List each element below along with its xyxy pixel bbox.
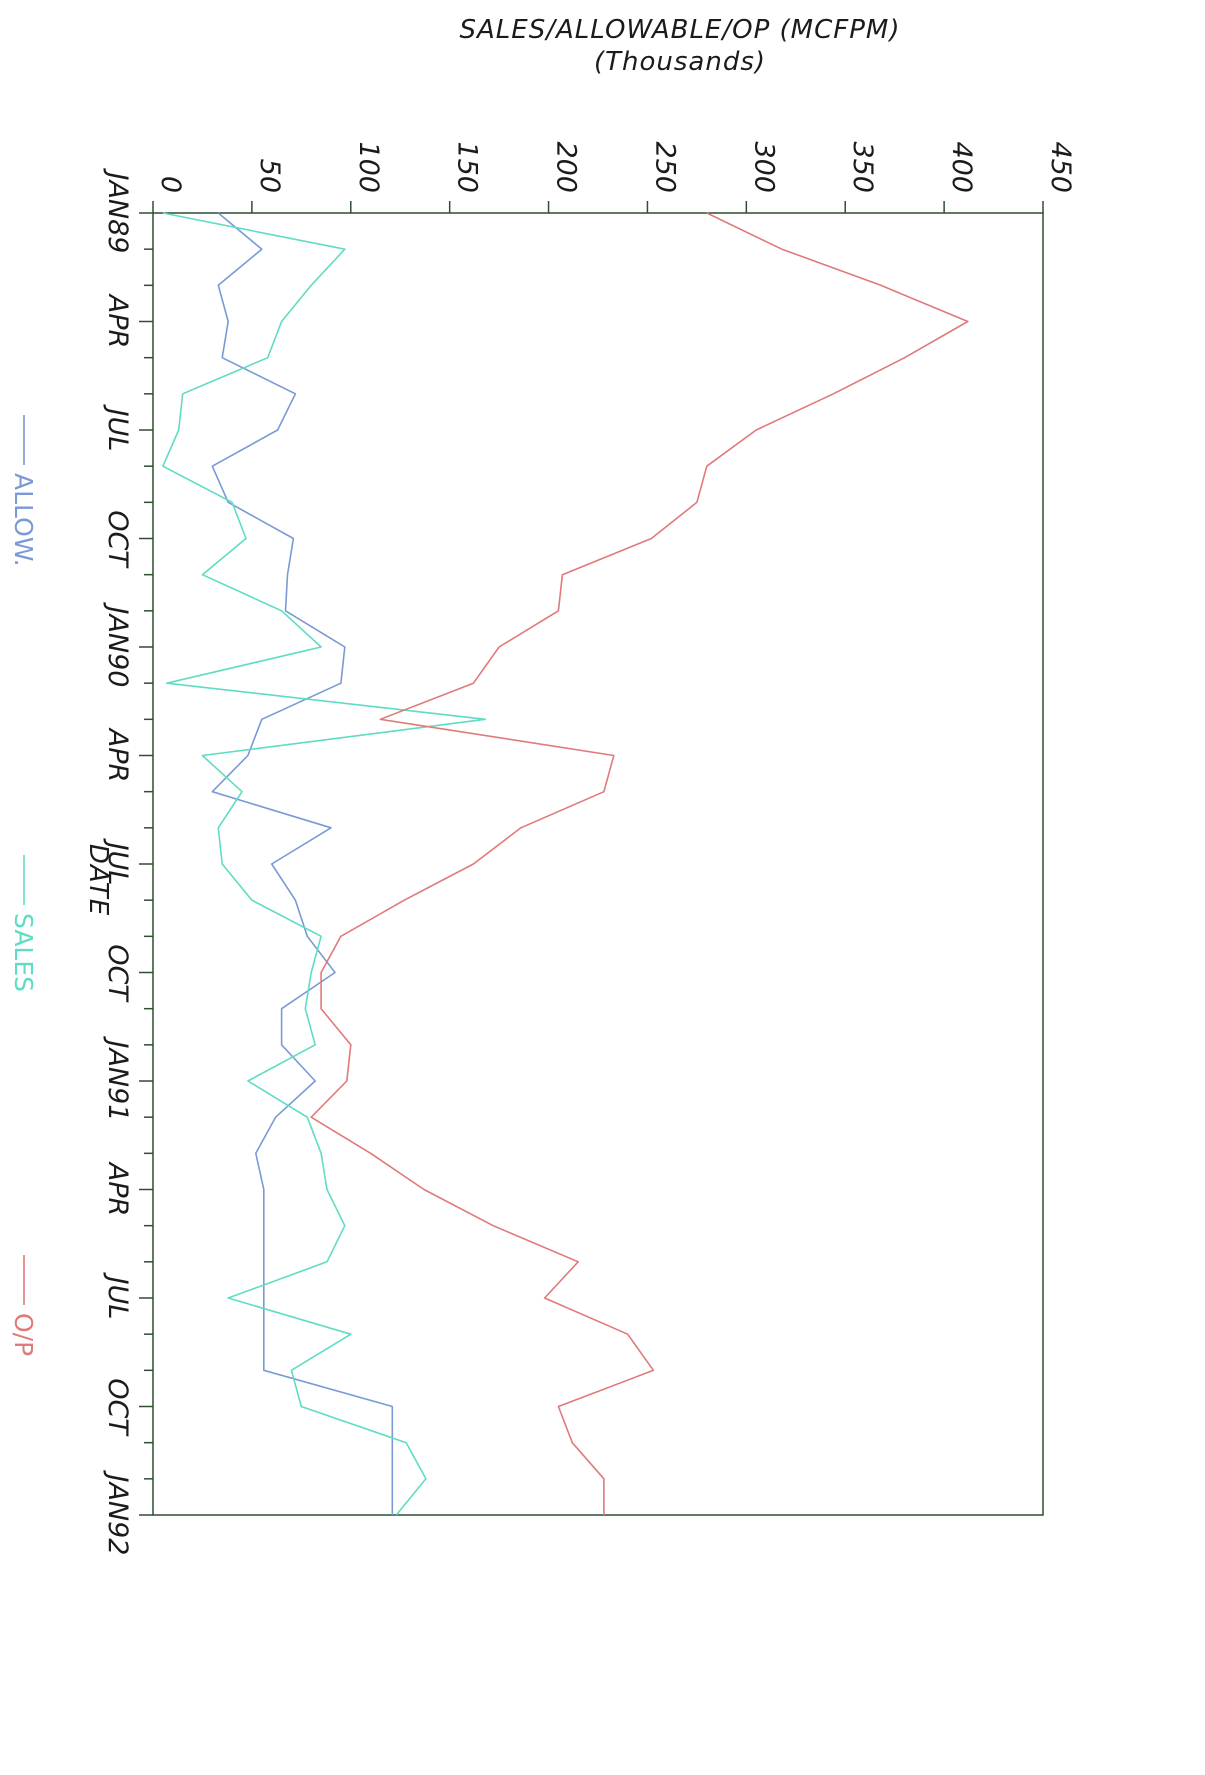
y-tick-label: 350	[847, 141, 878, 193]
legend-label: O/P	[9, 1313, 38, 1356]
series-line-o-p	[310, 212, 969, 1515]
legend: ALLOW. SALES O/P	[9, 415, 38, 1356]
y-tick-label: 0	[155, 176, 186, 193]
y-axis-title: SALES/ALLOWABLE/OP (MCFPM)	[460, 15, 901, 45]
x-tick-label: JAN92	[102, 1470, 133, 1556]
x-tick-label: OCT	[102, 1378, 133, 1437]
legend-label: ALLOW.	[9, 473, 38, 567]
legend-label: SALES	[9, 913, 38, 992]
x-tick-label: JUL	[102, 838, 133, 886]
x-tick-label: OCT	[102, 944, 133, 1003]
x-tick-label: JUL	[102, 404, 133, 452]
x-tick-label: APR	[102, 1161, 133, 1217]
y-tick-label: 400	[946, 141, 977, 193]
y-axis-subtitle: (Thousands)	[594, 47, 766, 77]
plot-frame	[152, 212, 1044, 1516]
y-tick-label: 250	[649, 141, 680, 193]
x-axis-title: DATE	[83, 844, 113, 916]
x-tick-label: JAN90	[102, 602, 133, 688]
x-tick-label: JAN91	[102, 1036, 133, 1122]
y-tick-label: 300	[748, 141, 779, 193]
y-tick-label: 200	[551, 141, 582, 193]
series-layer	[162, 212, 969, 1516]
y-tick-label: 150	[452, 141, 483, 193]
y-tick-label: 50	[254, 159, 285, 193]
x-tick-label: APR	[102, 727, 133, 783]
x-tick-label: OCT	[102, 510, 133, 569]
x-tick-label: JAN89	[102, 168, 133, 254]
axis-ticks	[139, 201, 1044, 1516]
y-tick-label: 450	[1045, 141, 1076, 193]
plot-border	[152, 212, 1044, 1516]
x-tick-label: APR	[102, 293, 133, 349]
tick-labels: 0 50 100 150 200 250 300 350 400 450 JAN89 APR JUL OC…	[102, 141, 1076, 1555]
y-tick-label: 100	[353, 141, 384, 193]
series-line-allow	[211, 212, 394, 1515]
x-tick-label: JUL	[102, 1272, 133, 1320]
series-line-sales	[162, 212, 487, 1516]
